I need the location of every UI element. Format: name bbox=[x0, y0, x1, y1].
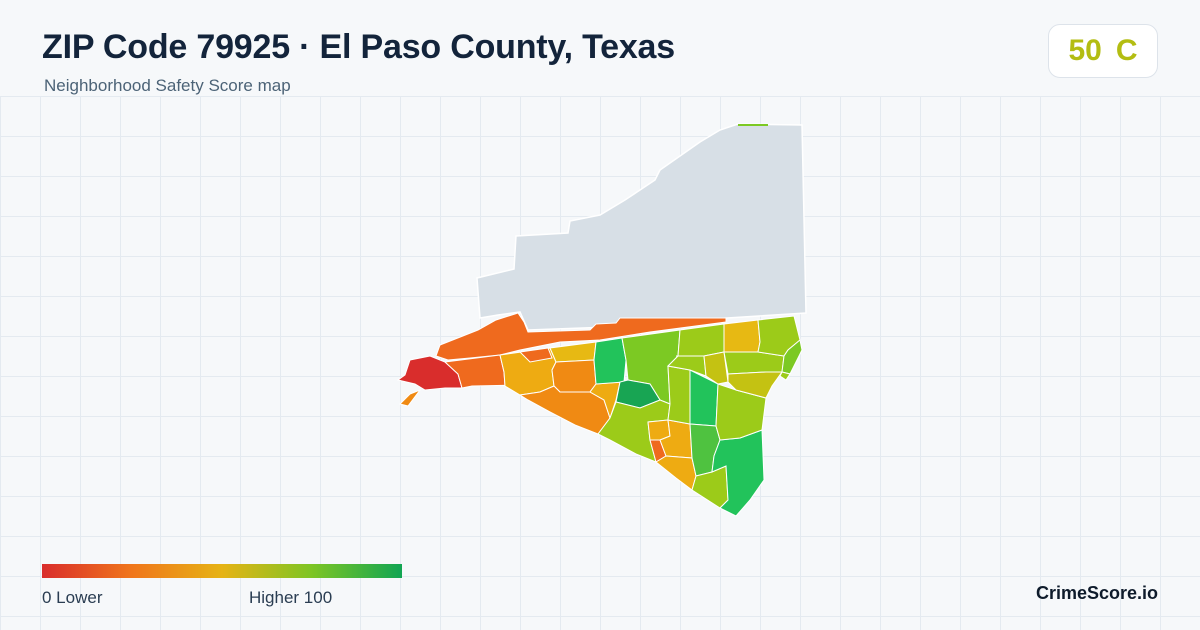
map-tract bbox=[518, 347, 553, 363]
page-subtitle: Neighborhood Safety Score map bbox=[44, 76, 291, 95]
map-tract bbox=[715, 383, 767, 441]
map-tract bbox=[779, 371, 791, 381]
safety-score-badge: 50 C bbox=[1048, 24, 1158, 78]
map-tract bbox=[549, 341, 597, 363]
map-tract bbox=[399, 388, 422, 407]
map-area-sliver bbox=[738, 124, 768, 126]
map-tract bbox=[676, 323, 725, 357]
map-tract bbox=[593, 337, 627, 385]
map-tract bbox=[551, 359, 597, 393]
map-area-no-data bbox=[476, 123, 807, 331]
map-tract bbox=[723, 351, 785, 375]
safety-score-grade: C bbox=[1115, 34, 1138, 67]
legend-high-label: Higher 100 bbox=[249, 588, 333, 607]
map-tract bbox=[703, 351, 729, 385]
map-tract bbox=[435, 312, 727, 361]
map-tract bbox=[727, 371, 783, 399]
map-tract bbox=[667, 365, 691, 425]
map-tract bbox=[396, 355, 463, 391]
page-title: ZIP Code 79925 · El Paso County, Texas bbox=[42, 28, 675, 66]
map-tract bbox=[723, 319, 761, 353]
map-tract bbox=[655, 455, 697, 491]
map-tract bbox=[666, 355, 707, 377]
legend-gradient-bar bbox=[42, 564, 402, 578]
safety-score-value: 50 bbox=[1068, 34, 1102, 67]
brand-name: CrimeScore.io bbox=[1036, 583, 1159, 603]
legend-low-label: 0 Lower bbox=[42, 588, 103, 607]
